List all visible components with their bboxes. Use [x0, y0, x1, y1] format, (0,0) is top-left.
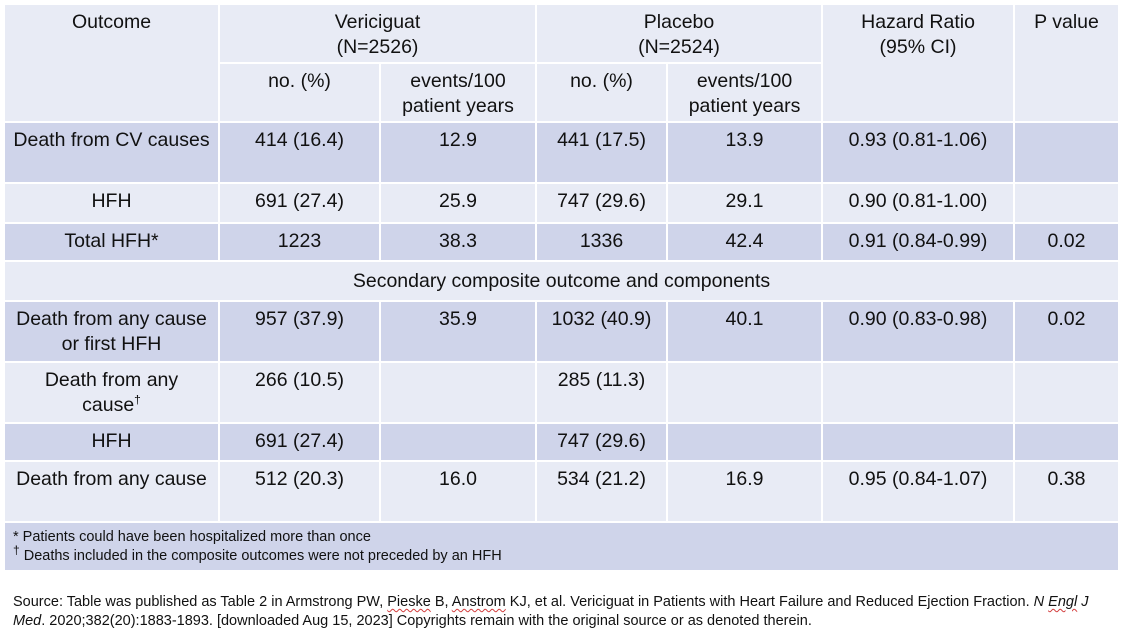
- vericiguat-events-cell: 35.9: [378, 300, 538, 363]
- hazard-ratio-cell: 0.90 (0.83-0.98): [821, 300, 1016, 363]
- vericiguat-events-cell: 16.0: [378, 460, 538, 523]
- outcome-label: Death from any cause: [44, 369, 179, 416]
- source-text: KJ, et al. Vericiguat in Patients with H…: [505, 594, 1034, 610]
- source-text: B,: [430, 594, 452, 610]
- vericiguat-no-cell: 691 (27.4): [218, 182, 381, 224]
- header-vericiguat-events: events/100 patient years: [378, 62, 538, 123]
- header-hazard-ratio: Hazard Ratio (95% CI): [821, 3, 1016, 123]
- footnotes-row: * Patients could have been hospitalized …: [2, 521, 1121, 572]
- table-row: Total HFH* 1223 38.3 1336 42.4 0.91 (0.8…: [3, 222, 1121, 262]
- placebo-no-cell: 1032 (40.9): [535, 300, 669, 363]
- journal-part: J Med: [13, 594, 1089, 629]
- dagger-mark: †: [13, 543, 20, 558]
- header-placebo: Placebo (N=2524): [535, 3, 824, 64]
- source-citation: Source: Table was published as Table 2 i…: [13, 593, 1123, 631]
- placebo-events-cell: 42.4: [666, 222, 824, 262]
- results-table: Outcome Vericiguat (N=2526) Placebo (N=252…: [2, 3, 1121, 572]
- section-row: Secondary composite outcome and componen…: [2, 260, 1121, 302]
- journal-part: N: [1033, 594, 1049, 610]
- header-placebo-events: events/100 patient years: [666, 62, 824, 123]
- header-row-1: Outcome Vericiguat (N=2526) Placebo (N=252…: [3, 3, 1121, 123]
- vericiguat-no-cell: 1223: [218, 222, 381, 262]
- vericiguat-no-cell: 414 (16.4): [218, 121, 381, 184]
- source-text: . 2020;382(20):1883-1893. [downloaded Au…: [41, 613, 812, 629]
- p-value-cell: [1013, 361, 1121, 424]
- vericiguat-no-cell: 691 (27.4): [218, 422, 381, 462]
- hazard-ratio-cell: 0.95 (0.84-1.07): [821, 460, 1016, 523]
- placebo-events-cell: 40.1: [666, 300, 824, 363]
- p-value-cell: 0.02: [1013, 222, 1121, 262]
- table-row: HFH 691 (27.4) 25.9 747 (29.6) 29.1 0.90…: [3, 182, 1121, 224]
- p-value-cell: [1013, 182, 1121, 224]
- outcome-cell: Death from any cause or first HFH: [3, 300, 220, 363]
- p-value-cell: [1013, 121, 1121, 184]
- outcome-cell: HFH: [3, 182, 220, 224]
- section-title: Secondary composite outcome and componen…: [2, 260, 1121, 302]
- header-vericiguat-no-pct: no. (%): [218, 62, 381, 123]
- placebo-events-cell: [666, 422, 824, 462]
- placebo-no-cell: 285 (11.3): [535, 361, 669, 424]
- outcome-cell: Death from CV causes: [3, 121, 220, 184]
- placebo-events-cell: 13.9: [666, 121, 824, 184]
- table-row: Death from CV causes 414 (16.4) 12.9 441…: [3, 121, 1121, 184]
- placebo-no-cell: 441 (17.5): [535, 121, 669, 184]
- outcome-cell: Death from any cause†: [3, 361, 220, 424]
- placebo-events-cell: 29.1: [666, 182, 824, 224]
- hazard-ratio-cell: [821, 361, 1016, 424]
- vericiguat-no-cell: 512 (20.3): [218, 460, 381, 523]
- outcome-cell: Total HFH*: [3, 222, 220, 262]
- placebo-events-cell: 16.9: [666, 460, 824, 523]
- header-p-value: P value: [1013, 3, 1121, 123]
- placebo-no-cell: 747 (29.6): [535, 422, 669, 462]
- table-row: HFH 691 (27.4) 747 (29.6): [3, 422, 1121, 462]
- outcome-cell: Death from any cause: [3, 460, 220, 523]
- footnote-star: * Patients could have been hospitalized …: [13, 529, 371, 545]
- table-row: Death from any cause or first HFH 957 (3…: [3, 300, 1121, 363]
- vericiguat-events-cell: 25.9: [378, 182, 538, 224]
- vericiguat-no-cell: 266 (10.5): [218, 361, 381, 424]
- vericiguat-events-cell: 38.3: [378, 222, 538, 262]
- source-author-anstrom: Anstrom: [451, 594, 506, 610]
- placebo-events-cell: [666, 361, 824, 424]
- p-value-cell: [1013, 422, 1121, 462]
- source-author-pieske: Pieske: [387, 594, 431, 610]
- hazard-ratio-cell: 0.90 (0.81-1.00): [821, 182, 1016, 224]
- header-outcome: Outcome: [3, 3, 220, 123]
- journal-part: Engl: [1048, 594, 1078, 610]
- journal-name: N Engl J Med: [13, 594, 1088, 629]
- footnotes: * Patients could have been hospitalized …: [2, 521, 1121, 572]
- vericiguat-events-cell: [378, 422, 538, 462]
- placebo-no-cell: 1336: [535, 222, 669, 262]
- placebo-no-cell: 534 (21.2): [535, 460, 669, 523]
- hazard-ratio-cell: 0.91 (0.84-0.99): [821, 222, 1016, 262]
- vericiguat-events-cell: [378, 361, 538, 424]
- source-text: Source: Table was published as Table 2 i…: [13, 594, 388, 610]
- footnote-dagger-text: Deaths included in the composite outcome…: [19, 548, 502, 564]
- vericiguat-no-cell: 957 (37.9): [218, 300, 381, 363]
- header-placebo-no-pct: no. (%): [535, 62, 669, 123]
- footnote-dagger: † Deaths included in the composite outco…: [13, 544, 1110, 566]
- hazard-ratio-cell: 0.93 (0.81-1.06): [821, 121, 1016, 184]
- table-row: Death from any cause† 266 (10.5) 285 (11…: [3, 361, 1121, 424]
- outcome-cell: HFH: [3, 422, 220, 462]
- vericiguat-events-cell: 12.9: [378, 121, 538, 184]
- hazard-ratio-cell: [821, 422, 1016, 462]
- placebo-no-cell: 747 (29.6): [535, 182, 669, 224]
- p-value-cell: 0.38: [1013, 460, 1121, 523]
- dagger-mark: †: [134, 392, 141, 407]
- table-row: Death from any cause 512 (20.3) 16.0 534…: [3, 460, 1121, 523]
- header-vericiguat: Vericiguat (N=2526): [217, 3, 538, 64]
- p-value-cell: 0.02: [1013, 300, 1121, 363]
